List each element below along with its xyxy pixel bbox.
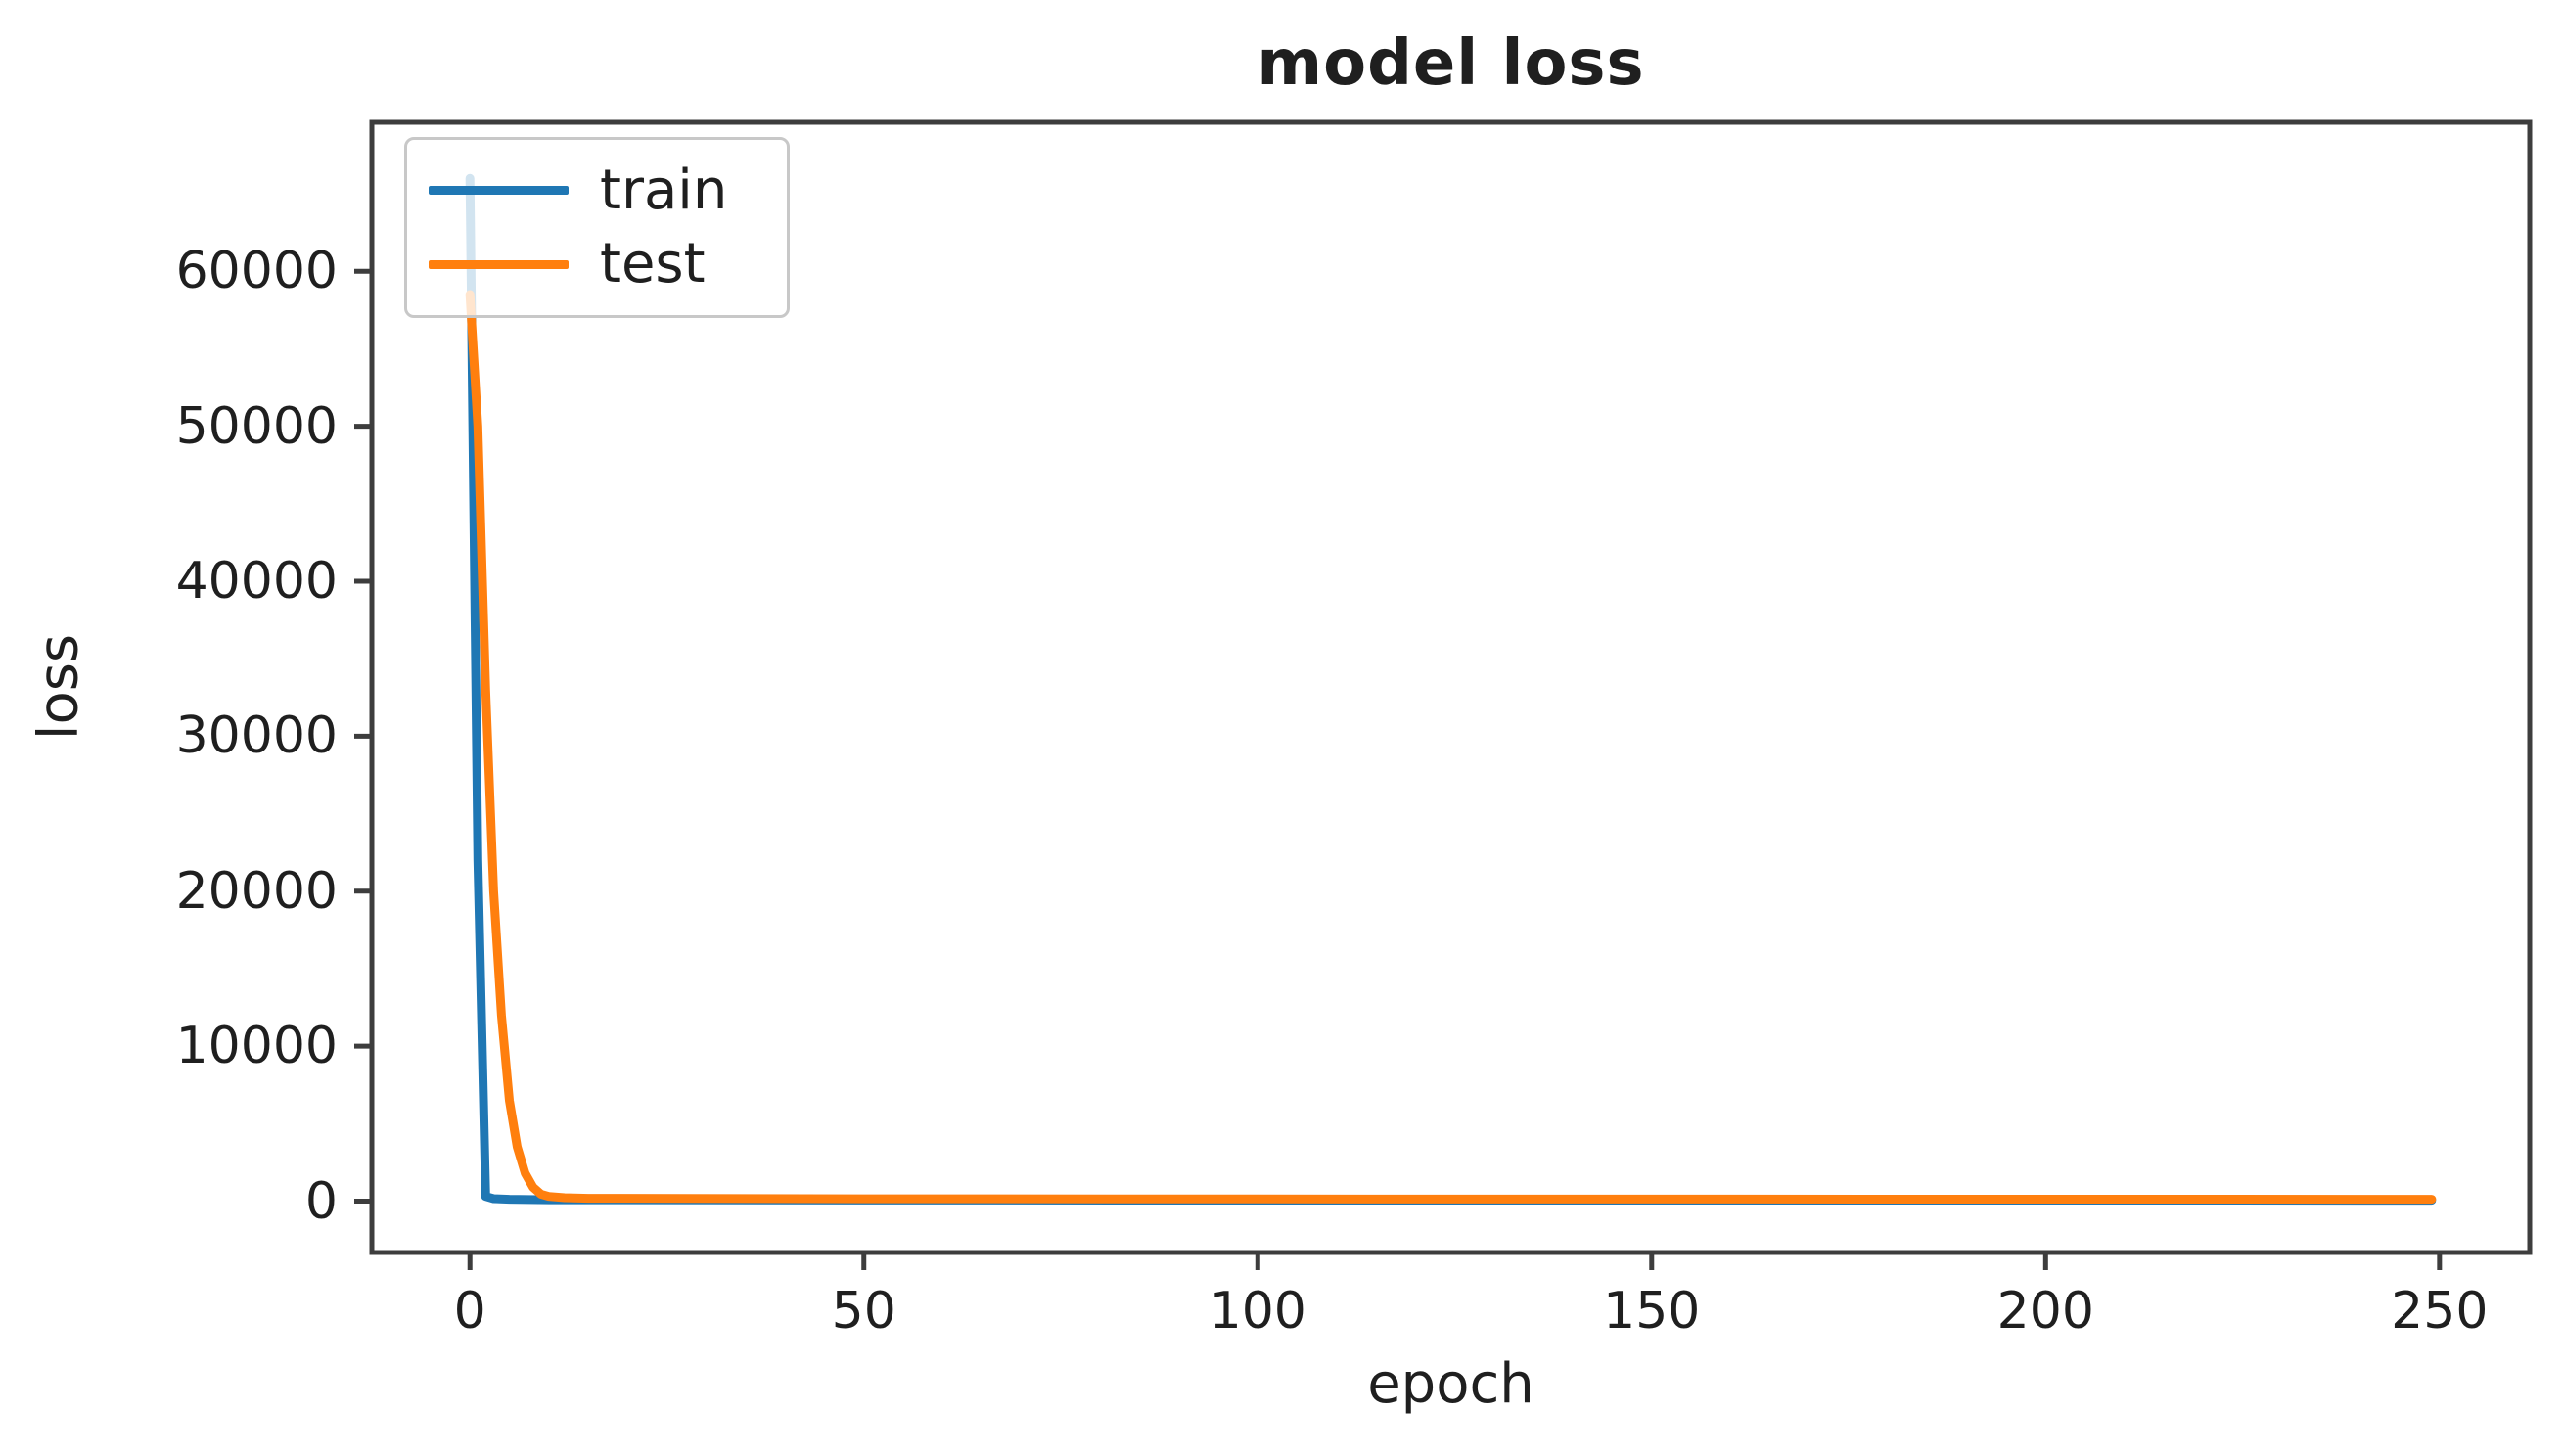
legend-item-test: test [429, 237, 765, 292]
legend-swatch-train [429, 186, 569, 196]
legend-label-test: test [600, 232, 706, 296]
x-tick-label: 150 [1603, 1282, 1701, 1341]
series-line-test [465, 290, 2437, 1205]
y-tick-label: 30000 [175, 706, 338, 766]
chart-title: model loss [1257, 27, 1645, 100]
legend-swatch-test [429, 259, 569, 269]
x-tick-label: 100 [1209, 1282, 1306, 1341]
x-tick-label: 0 [453, 1282, 486, 1341]
y-tick-label: 20000 [175, 861, 338, 921]
axes-spines [369, 119, 2533, 1255]
legend: train test [404, 137, 790, 318]
x-tick-label: 200 [1996, 1282, 2094, 1341]
x-axis-label: epoch [1367, 1352, 1534, 1416]
legend-item-train: train [429, 158, 765, 222]
x-tick-label: 250 [2391, 1282, 2489, 1341]
series-line-train [465, 173, 2437, 1206]
y-tick-label: 60000 [175, 242, 338, 301]
y-tick-label: 40000 [175, 552, 338, 612]
y-tick-label: 10000 [175, 1017, 338, 1076]
legend-label-train: train [600, 158, 728, 222]
y-tick-label: 50000 [175, 396, 338, 456]
x-tick-label: 50 [831, 1282, 896, 1341]
y-tick-label: 0 [304, 1171, 338, 1231]
